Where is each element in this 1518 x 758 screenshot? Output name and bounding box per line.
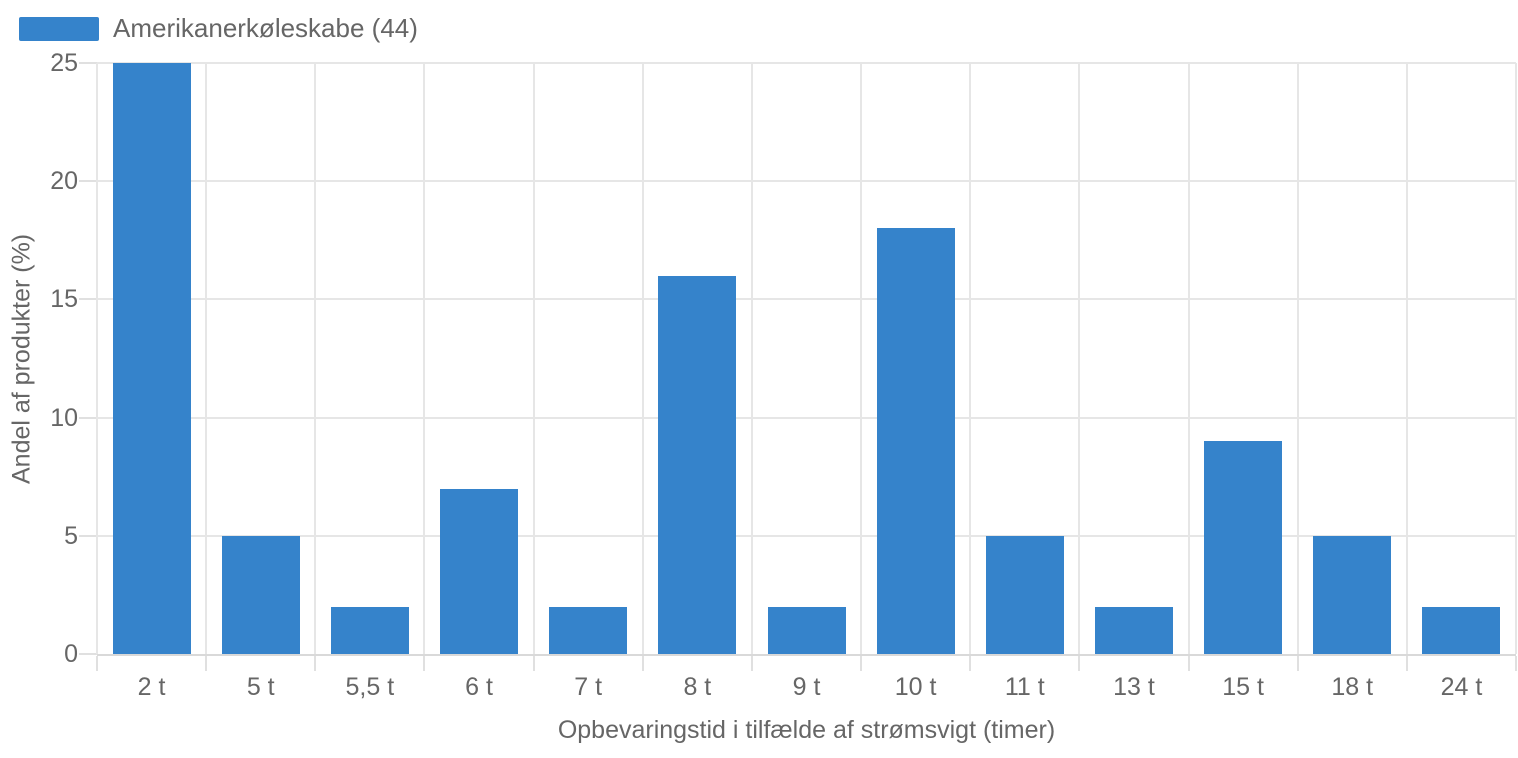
x-axis-tick (96, 656, 98, 671)
x-axis-tick (533, 656, 535, 671)
x-tick-label: 7 t (574, 673, 603, 701)
h-gridline (97, 416, 1516, 419)
bar[interactable] (1204, 441, 1283, 654)
bar[interactable] (330, 606, 409, 654)
x-axis-tick (1515, 656, 1517, 671)
x-axis-line (97, 654, 1516, 656)
bar[interactable] (658, 275, 737, 654)
plot-area: 0 5 10 15 20 25 2 t 5 t 5,5 t 6 t 7 t 8 t 9 t 10 t 11 … (50, 49, 1517, 701)
x-axis-title: Opbevaringstid i tilfælde af strømsvigt … (557, 716, 1056, 744)
v-gridline (751, 63, 753, 654)
bar[interactable] (1422, 606, 1501, 654)
v-gridline (533, 63, 535, 654)
bar[interactable] (221, 535, 300, 654)
y-axis-tick (79, 62, 97, 64)
x-axis-tick (1297, 656, 1299, 671)
v-gridline (1297, 63, 1299, 654)
x-axis-tick (969, 656, 971, 671)
x-axis-tick (1406, 656, 1408, 671)
x-tick-label: 24 t (1440, 673, 1483, 701)
x-tick-label: 13 t (1113, 673, 1155, 701)
v-gridline (860, 63, 862, 654)
x-tick-label: 11 t (1004, 673, 1045, 701)
bar[interactable] (112, 63, 191, 654)
y-tick-label: 15 (50, 285, 78, 314)
x-axis-tick (1188, 656, 1190, 671)
x-tick-label: 15 t (1222, 673, 1264, 701)
h-gridline (97, 62, 1516, 64)
legend-item[interactable]: Amerikanerkøleskabe (44) (19, 13, 418, 44)
legend-label: Amerikanerkøleskabe (44) (113, 13, 418, 43)
y-axis-title: Andel af produkter (%) (7, 233, 36, 484)
y-axis-tick (79, 416, 97, 419)
v-gridline (969, 63, 971, 654)
v-gridline (1406, 63, 1408, 654)
v-gridline (96, 63, 98, 654)
x-axis-tick (1078, 656, 1080, 671)
x-axis-tick (860, 656, 862, 671)
y-tick-label: 10 (50, 403, 78, 432)
bar[interactable] (985, 535, 1064, 654)
v-gridline (314, 63, 316, 654)
bar[interactable] (1313, 535, 1392, 654)
x-axis-tick (423, 656, 425, 671)
v-gridline (1515, 63, 1517, 654)
v-gridline (642, 63, 644, 654)
x-axis-tick (642, 656, 644, 671)
bar[interactable] (440, 488, 519, 654)
x-axis-tick (205, 656, 207, 671)
x-tick-label: 5 t (246, 673, 275, 701)
legend-swatch (19, 16, 99, 41)
y-tick-label: 0 (64, 640, 78, 668)
x-axis-tick (751, 656, 753, 671)
h-gridline (97, 180, 1516, 183)
y-tick-label: 25 (50, 49, 78, 77)
v-gridline (1188, 63, 1190, 654)
x-axis-tick (314, 656, 316, 671)
v-gridline (423, 63, 425, 654)
h-gridline (97, 298, 1516, 301)
x-tick-label: 18 t (1331, 673, 1374, 701)
x-tick-label: 6 t (465, 673, 493, 701)
y-axis-tick (79, 534, 97, 537)
y-axis-tick (79, 653, 97, 655)
y-axis-tick (79, 180, 97, 183)
v-gridline (205, 63, 207, 654)
bar[interactable] (876, 228, 955, 654)
v-gridline (1078, 63, 1080, 654)
x-tick-label: 10 t (894, 673, 937, 701)
x-tick-label: 9 t (792, 673, 821, 701)
x-tick-label: 5,5 t (345, 673, 395, 701)
bar[interactable] (549, 606, 628, 654)
x-tick-label: 2 t (137, 673, 166, 701)
h-gridline (97, 534, 1516, 537)
y-axis-tick (79, 298, 97, 301)
bar[interactable] (1094, 606, 1173, 654)
bar[interactable] (767, 606, 846, 654)
y-tick-label: 20 (50, 167, 78, 196)
x-tick-label: 8 t (683, 673, 712, 701)
y-tick-label: 5 (64, 521, 78, 550)
